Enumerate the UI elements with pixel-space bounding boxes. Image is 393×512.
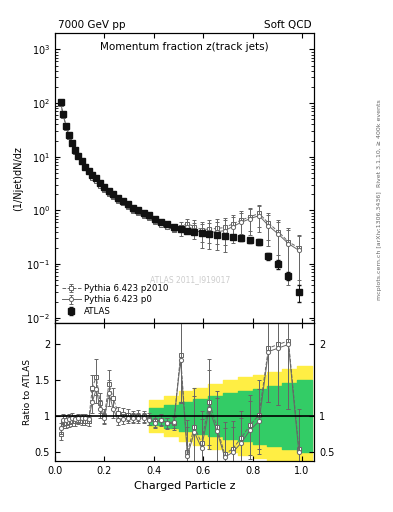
Text: ATLAS 2011_I919017: ATLAS 2011_I919017 [150, 275, 230, 284]
Text: Momentum fraction z(track jets): Momentum fraction z(track jets) [100, 42, 269, 52]
Text: 7000 GeV pp: 7000 GeV pp [58, 20, 125, 30]
X-axis label: Charged Particle z: Charged Particle z [134, 481, 235, 491]
Y-axis label: (1/Njet)dN/dz: (1/Njet)dN/dz [13, 145, 24, 210]
Legend: Pythia 6.423 p2010, Pythia 6.423 p0, ATLAS: Pythia 6.423 p2010, Pythia 6.423 p0, ATL… [59, 281, 171, 318]
Text: mcplots.cern.ch [arXiv:1306.3436]: mcplots.cern.ch [arXiv:1306.3436] [377, 191, 382, 300]
Text: Soft QCD: Soft QCD [264, 20, 312, 30]
Y-axis label: Ratio to ATLAS: Ratio to ATLAS [23, 359, 32, 425]
Text: Rivet 3.1.10, ≥ 400k events: Rivet 3.1.10, ≥ 400k events [377, 99, 382, 187]
